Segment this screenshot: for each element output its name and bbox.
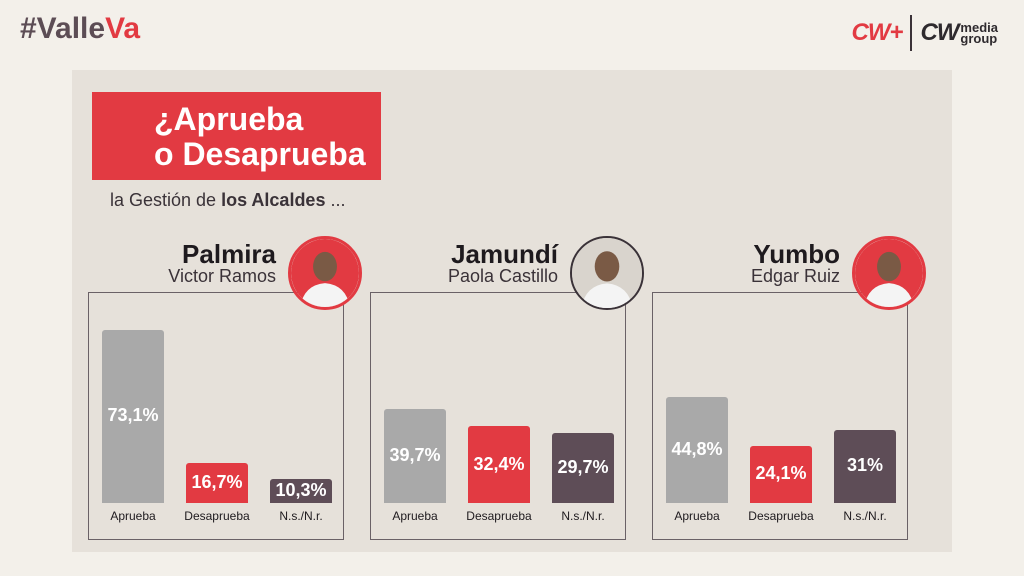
category-label: Desaprueba	[466, 509, 532, 523]
subtitle-post: ...	[325, 190, 346, 210]
brand-logos: CW+ CW media group	[851, 14, 998, 52]
chart-mayor-name: Edgar Ruiz	[750, 266, 840, 286]
category-label: Aprueba	[674, 509, 720, 523]
media-group-logo: media group	[960, 20, 998, 46]
category-label: Desaprueba	[748, 509, 814, 523]
mayor-photo-icon	[570, 236, 644, 310]
bar-value-label: 44,8%	[671, 438, 723, 459]
mayor-photo-icon	[852, 236, 926, 310]
title-line2: o Desaprueba	[154, 136, 366, 172]
bar-value-label: 24,1%	[755, 463, 807, 484]
bar-desaprueba	[468, 426, 530, 503]
bar-desaprueba	[186, 463, 248, 503]
category-label: Aprueba	[392, 509, 438, 523]
bar-value-label: 32,4%	[473, 453, 525, 474]
cwplus-logo: CW+	[851, 19, 903, 46]
category-label: N.s./N.r.	[843, 509, 887, 523]
bar-desaprueba	[750, 445, 812, 503]
category-label: N.s./N.r.	[279, 509, 323, 523]
bar-value-label: 29,7%	[557, 456, 609, 477]
bar-value-label: 39,7%	[389, 444, 441, 465]
subtitle-bold: los Alcaldes	[221, 190, 326, 210]
logo-media-text: media	[960, 20, 998, 35]
bar-value-label: 73,1%	[107, 405, 159, 426]
subtitle-pre: la Gestión de	[110, 190, 222, 210]
category-label: Desaprueba	[184, 509, 250, 523]
bar-aprueba	[384, 408, 446, 503]
mayor-photo-icon	[288, 236, 362, 310]
chart-city-title: Yumbo	[753, 239, 840, 269]
chart-frame	[370, 292, 626, 540]
bar-aprueba	[666, 396, 728, 503]
bar-nsnr	[834, 429, 896, 503]
category-label: Aprueba	[110, 509, 156, 523]
chart-frame	[88, 292, 344, 540]
cw-logo: CW	[920, 19, 959, 46]
hashtag-part2: Va	[105, 12, 141, 45]
subtitle: la Gestión de los Alcaldes ...	[110, 190, 345, 211]
bar-nsnr	[552, 432, 614, 503]
chart-city-title: Palmira	[182, 239, 276, 269]
chart-city-title: Jamundí	[451, 239, 558, 269]
bar-value-label: 10,3%	[275, 479, 327, 500]
bar-nsnr	[270, 478, 332, 503]
hashtag-part1: #Valle	[20, 12, 106, 45]
chart-frame	[652, 292, 908, 540]
title-line1: ¿Aprueba	[154, 101, 304, 137]
hashtag: #ValleVa	[20, 12, 140, 46]
bar-value-label: 16,7%	[191, 472, 243, 493]
bar-aprueba	[102, 329, 164, 503]
title-box: ¿Aprueba o Desaprueba	[92, 92, 381, 180]
category-label: N.s./N.r.	[561, 509, 605, 523]
chart-mayor-name: Victor Ramos	[168, 266, 276, 286]
chart-mayor-name: Paola Castillo	[447, 266, 558, 286]
logo-group-text: group	[960, 31, 998, 46]
bar-value-label: 31%	[846, 455, 884, 476]
logo-divider	[910, 15, 913, 51]
